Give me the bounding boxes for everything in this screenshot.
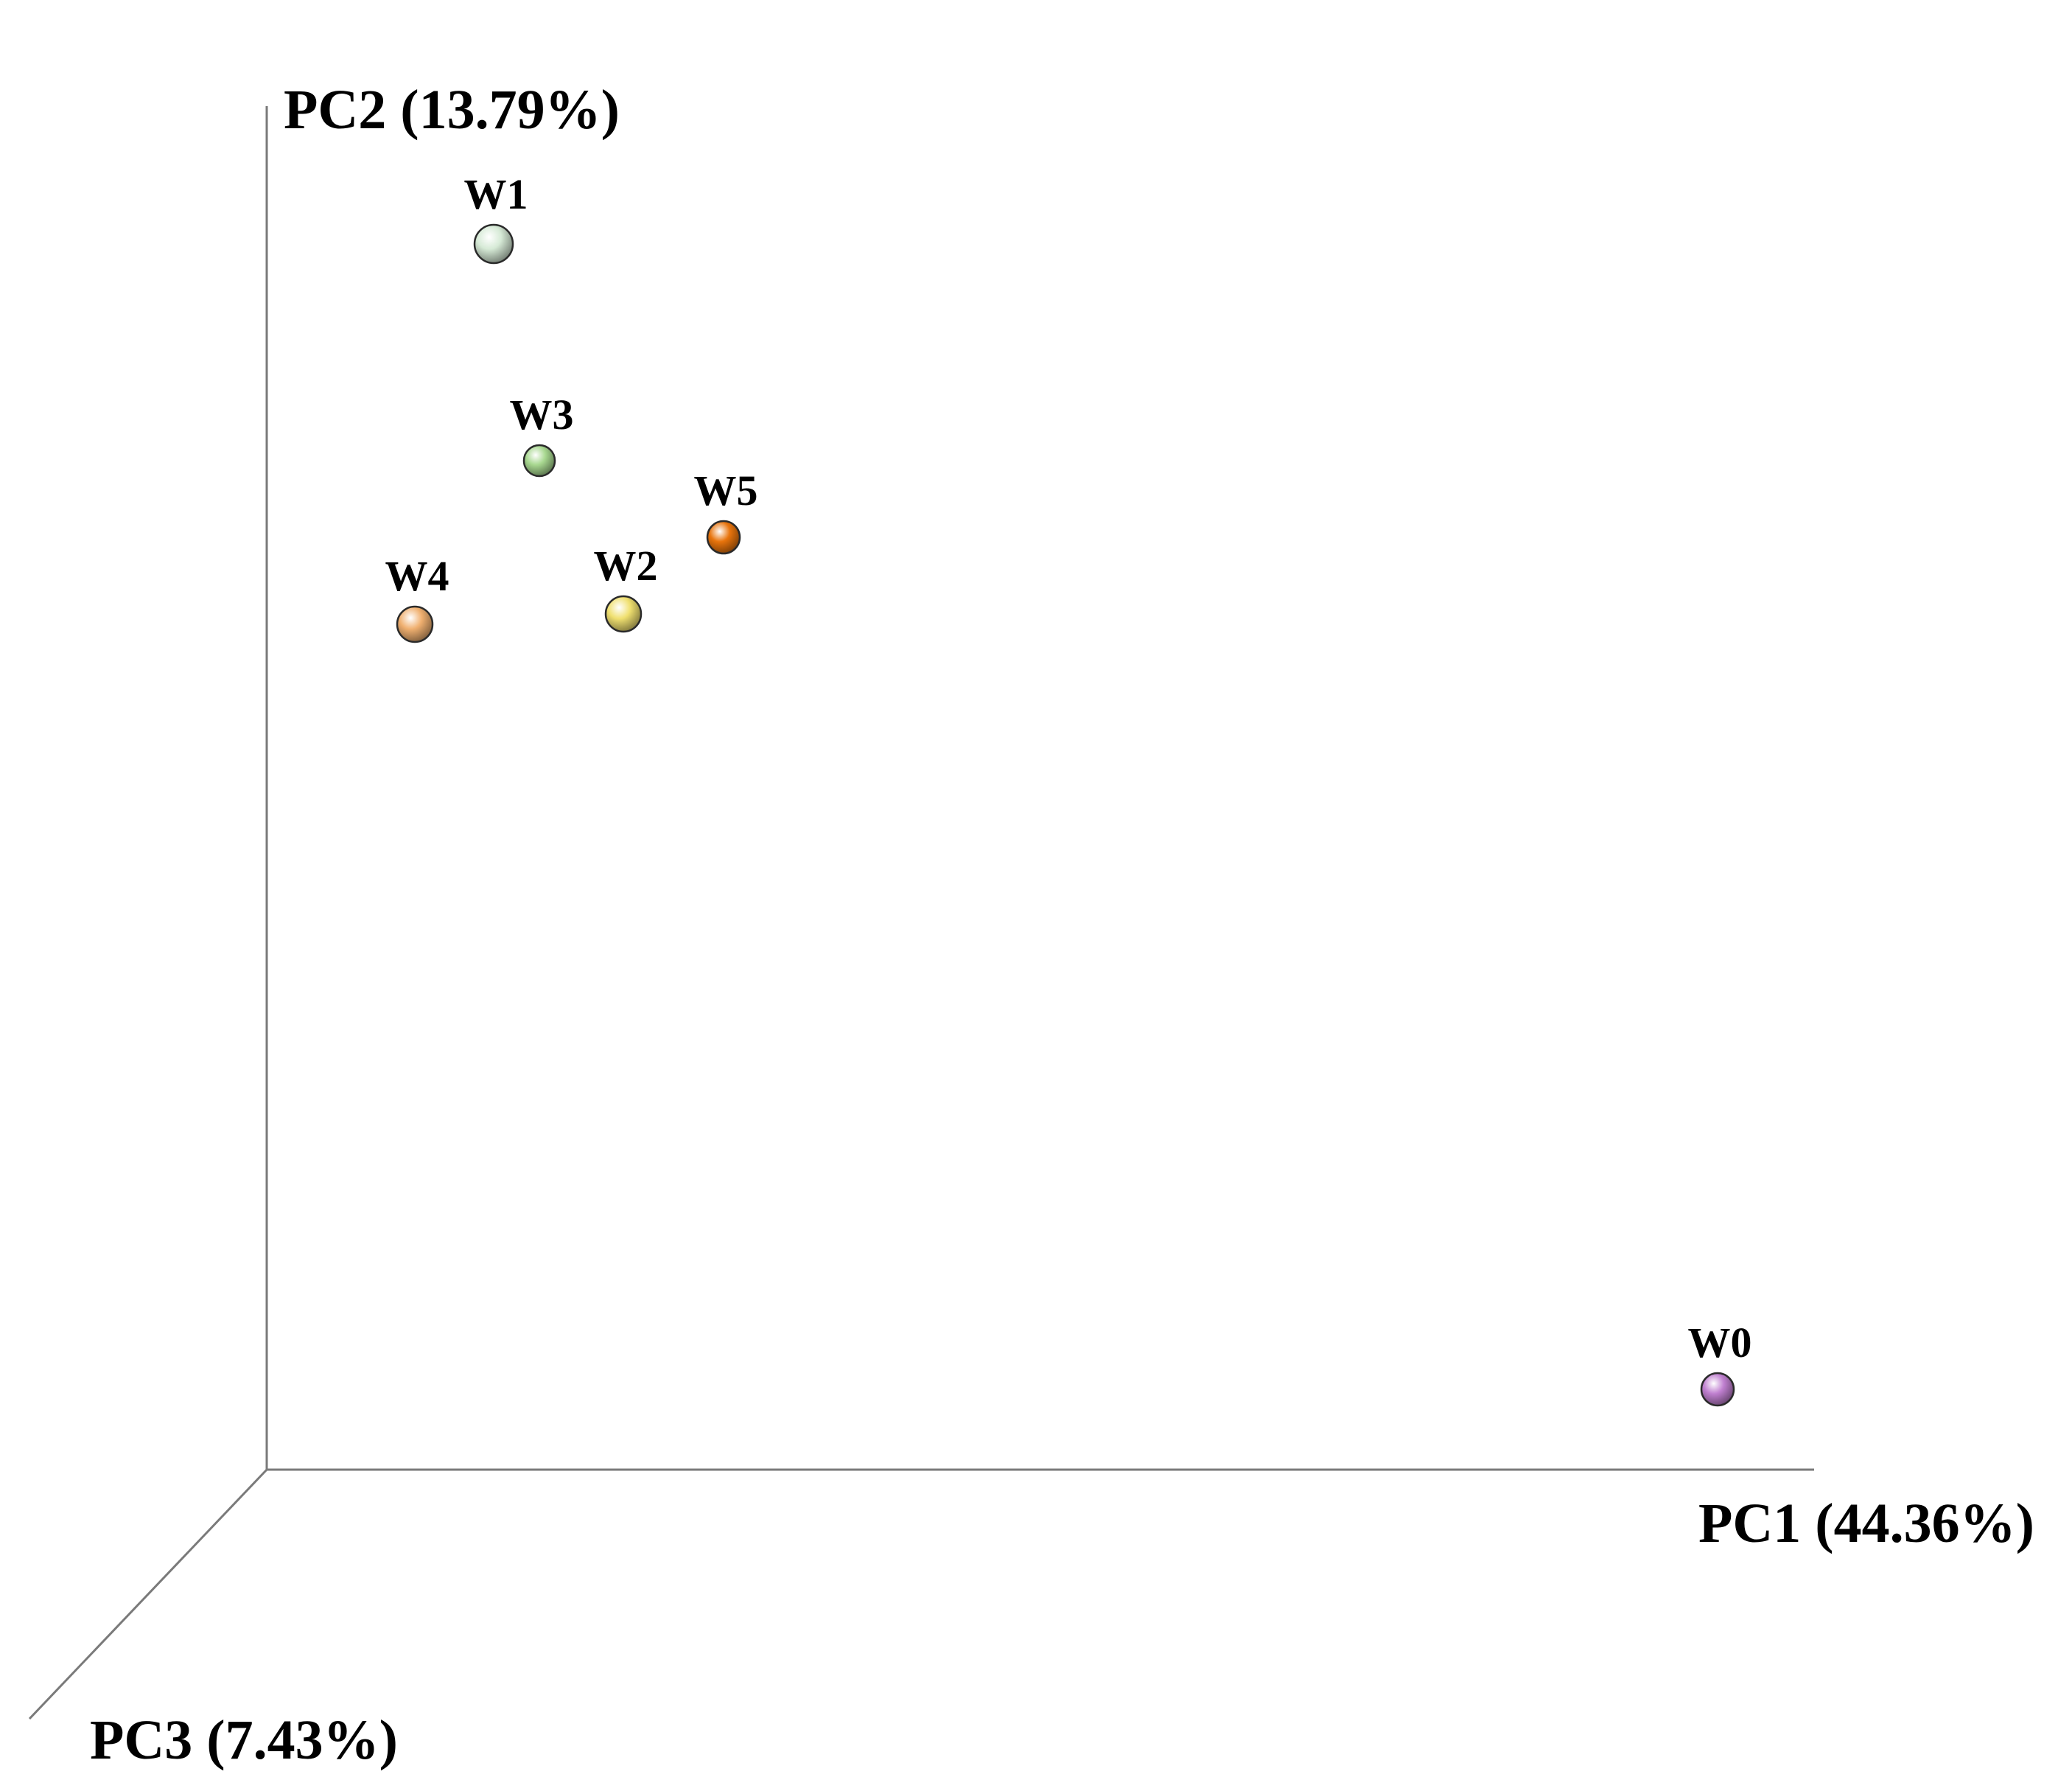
points-layer: W1 W3 W5 W2 W4 W0 (385, 170, 1752, 1407)
point-label-w3: W3 (510, 391, 574, 439)
point-w2 (604, 595, 643, 633)
point-w3 (522, 444, 556, 478)
point-label-w1: W1 (464, 170, 528, 218)
pc3-axis-line (28, 1468, 268, 1720)
point-w0 (1700, 1372, 1735, 1407)
point-label-w0: W0 (1688, 1319, 1752, 1366)
point-label-w4: W4 (385, 552, 449, 600)
point-label-w2: W2 (594, 542, 658, 590)
pc3-axis-label: PC3 (7.43%) (90, 1709, 398, 1771)
point-w5 (706, 520, 741, 555)
point-label-w5: W5 (694, 467, 758, 514)
pc1-axis-label: PC1 (44.36%) (1698, 1493, 2034, 1554)
pc2-axis-label: PC2 (13.79%) (284, 79, 620, 141)
point-w4 (396, 605, 434, 643)
point-w1 (473, 223, 514, 265)
